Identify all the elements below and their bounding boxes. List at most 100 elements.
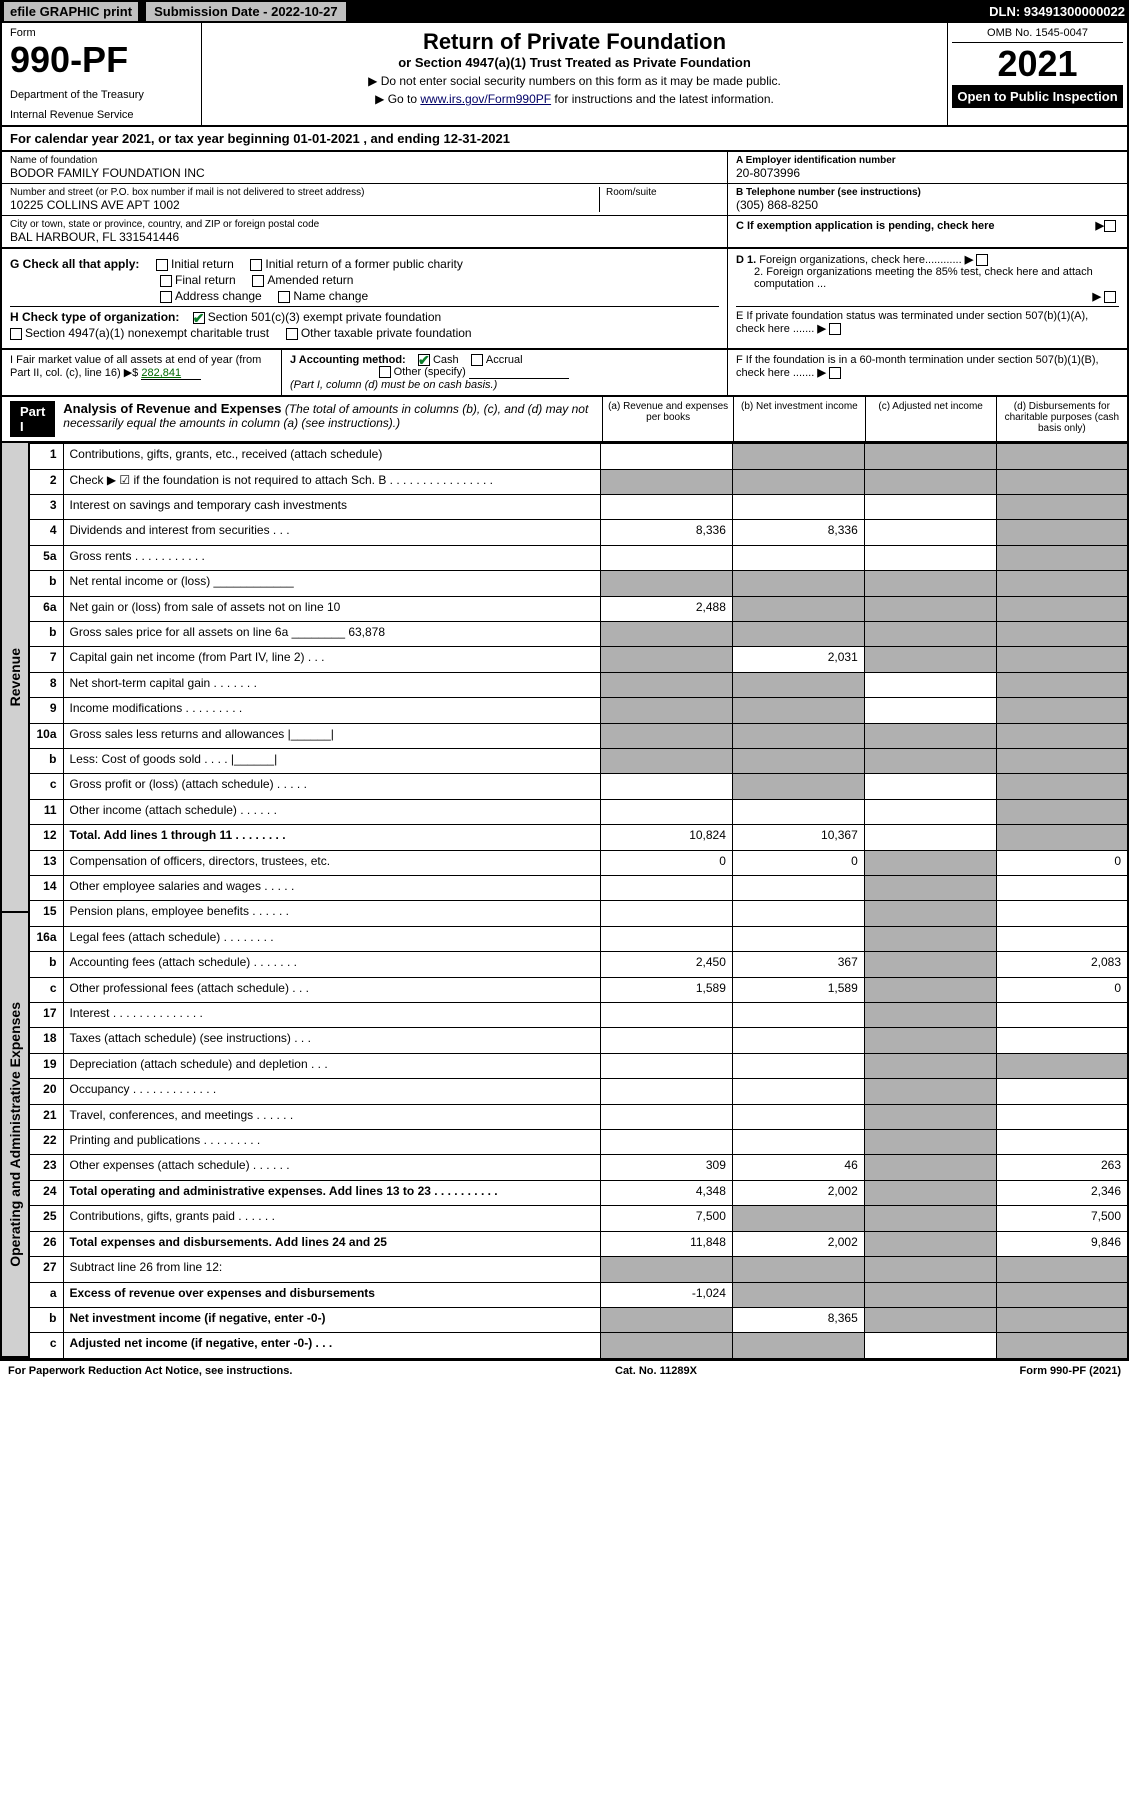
cb-d2[interactable] xyxy=(1104,291,1116,303)
cb-cash[interactable] xyxy=(418,354,430,366)
amount-cell xyxy=(732,1053,864,1078)
amount-cell xyxy=(864,1206,996,1231)
amount-cell xyxy=(864,469,996,494)
amount-cell xyxy=(732,1079,864,1104)
amount-cell: 10,824 xyxy=(601,825,733,850)
name-label: Name of foundation xyxy=(10,155,719,166)
amount-cell xyxy=(732,571,864,596)
row-desc: Gross sales less returns and allowances … xyxy=(63,723,601,748)
instr-ssn: ▶ Do not enter social security numbers o… xyxy=(214,74,935,88)
table-row: 4Dividends and interest from securities … xyxy=(29,520,1128,545)
amount-cell xyxy=(732,698,864,723)
row-desc: Depreciation (attach schedule) and deple… xyxy=(63,1053,601,1078)
addr-label: Number and street (or P.O. box number if… xyxy=(10,187,599,198)
amount-cell xyxy=(996,774,1128,799)
part1-table: 1Contributions, gifts, grants, etc., rec… xyxy=(28,443,1129,1360)
table-row: 25Contributions, gifts, grants paid . . … xyxy=(29,1206,1128,1231)
amount-cell xyxy=(732,1003,864,1028)
cb-address-change[interactable] xyxy=(160,291,172,303)
amount-cell xyxy=(601,1130,733,1155)
amount-cell: 0 xyxy=(732,850,864,875)
amount-cell xyxy=(864,494,996,519)
amount-cell xyxy=(996,698,1128,723)
cb-4947[interactable] xyxy=(10,328,22,340)
amount-cell xyxy=(864,596,996,621)
amount-cell xyxy=(732,545,864,570)
amount-cell: 7,500 xyxy=(601,1206,733,1231)
cb-other-taxable[interactable] xyxy=(286,328,298,340)
cb-d1[interactable] xyxy=(976,254,988,266)
amount-cell: 1,589 xyxy=(601,977,733,1002)
amount-cell xyxy=(601,494,733,519)
row-num: c xyxy=(29,977,63,1002)
cb-other-method[interactable] xyxy=(379,366,391,378)
amount-cell xyxy=(996,1257,1128,1282)
footer-paperwork: For Paperwork Reduction Act Notice, see … xyxy=(8,1365,292,1377)
d2-row: 2. Foreign organizations meeting the 85%… xyxy=(736,266,1119,290)
i-value[interactable]: 282,841 xyxy=(141,367,201,380)
amount-cell xyxy=(864,1079,996,1104)
check-sections: G Check all that apply: Initial return I… xyxy=(0,249,1129,350)
amount-cell xyxy=(864,825,996,850)
table-row: 5aGross rents . . . . . . . . . . . xyxy=(29,545,1128,570)
amount-cell xyxy=(732,901,864,926)
cb-final-return[interactable] xyxy=(160,275,172,287)
amount-cell xyxy=(864,1104,996,1129)
amount-cell xyxy=(601,876,733,901)
table-row: 21Travel, conferences, and meetings . . … xyxy=(29,1104,1128,1129)
amount-cell xyxy=(996,1003,1128,1028)
amount-cell: 2,002 xyxy=(732,1231,864,1256)
e-row: E If private foundation status was termi… xyxy=(736,306,1119,335)
cb-accrual[interactable] xyxy=(471,354,483,366)
table-row: 8Net short-term capital gain . . . . . .… xyxy=(29,672,1128,697)
table-row: 6aNet gain or (loss) from sale of assets… xyxy=(29,596,1128,621)
amount-cell xyxy=(864,901,996,926)
amount-cell xyxy=(864,1231,996,1256)
cb-e[interactable] xyxy=(829,323,841,335)
main-table-container: Revenue Operating and Administrative Exp… xyxy=(0,443,1129,1360)
amount-cell: 8,365 xyxy=(732,1307,864,1332)
exemption-pending-label: C If exemption application is pending, c… xyxy=(736,220,1096,232)
row-num: 12 xyxy=(29,825,63,850)
row-desc: Gross profit or (loss) (attach schedule)… xyxy=(63,774,601,799)
amount-cell: 2,031 xyxy=(732,647,864,672)
amount-cell xyxy=(732,1282,864,1307)
amount-cell xyxy=(864,621,996,646)
row-num: 10a xyxy=(29,723,63,748)
row-num: 22 xyxy=(29,1130,63,1155)
amount-cell xyxy=(601,774,733,799)
amount-cell xyxy=(732,672,864,697)
cb-initial-former[interactable] xyxy=(250,259,262,271)
table-row: bAccounting fees (attach schedule) . . .… xyxy=(29,952,1128,977)
table-row: 12Total. Add lines 1 through 11 . . . . … xyxy=(29,825,1128,850)
open-to-public: Open to Public Inspection xyxy=(952,85,1123,108)
street-address: 10225 COLLINS AVE APT 1002 xyxy=(10,198,599,212)
cb-501c3[interactable] xyxy=(193,312,205,324)
amount-cell xyxy=(864,1053,996,1078)
row-desc: Accounting fees (attach schedule) . . . … xyxy=(63,952,601,977)
irs-link[interactable]: www.irs.gov/Form990PF xyxy=(420,92,551,106)
cb-amended-return[interactable] xyxy=(252,275,264,287)
row-desc: Other expenses (attach schedule) . . . .… xyxy=(63,1155,601,1180)
row-desc: Less: Cost of goods sold . . . . |______… xyxy=(63,748,601,773)
j-note: (Part I, column (d) must be on cash basi… xyxy=(290,379,497,391)
cb-f[interactable] xyxy=(829,367,841,379)
amount-cell xyxy=(996,1282,1128,1307)
amount-cell xyxy=(996,596,1128,621)
table-row: 13Compensation of officers, directors, t… xyxy=(29,850,1128,875)
city-label: City or town, state or province, country… xyxy=(10,219,719,230)
amount-cell xyxy=(996,1333,1128,1359)
col-b-header: (b) Net investment income xyxy=(733,397,864,441)
amount-cell xyxy=(864,1155,996,1180)
i-label: I Fair market value of all assets at end… xyxy=(10,354,261,379)
amount-cell xyxy=(864,1130,996,1155)
row-desc: Check ▶ ☑ if the foundation is not requi… xyxy=(63,469,601,494)
cb-name-change[interactable] xyxy=(278,291,290,303)
exemption-checkbox[interactable] xyxy=(1104,220,1116,232)
amount-cell xyxy=(864,748,996,773)
cb-initial-return[interactable] xyxy=(156,259,168,271)
row-desc: Taxes (attach schedule) (see instruction… xyxy=(63,1028,601,1053)
table-row: 11Other income (attach schedule) . . . .… xyxy=(29,799,1128,824)
f-row: F If the foundation is in a 60-month ter… xyxy=(736,354,1099,379)
row-desc: Dividends and interest from securities .… xyxy=(63,520,601,545)
